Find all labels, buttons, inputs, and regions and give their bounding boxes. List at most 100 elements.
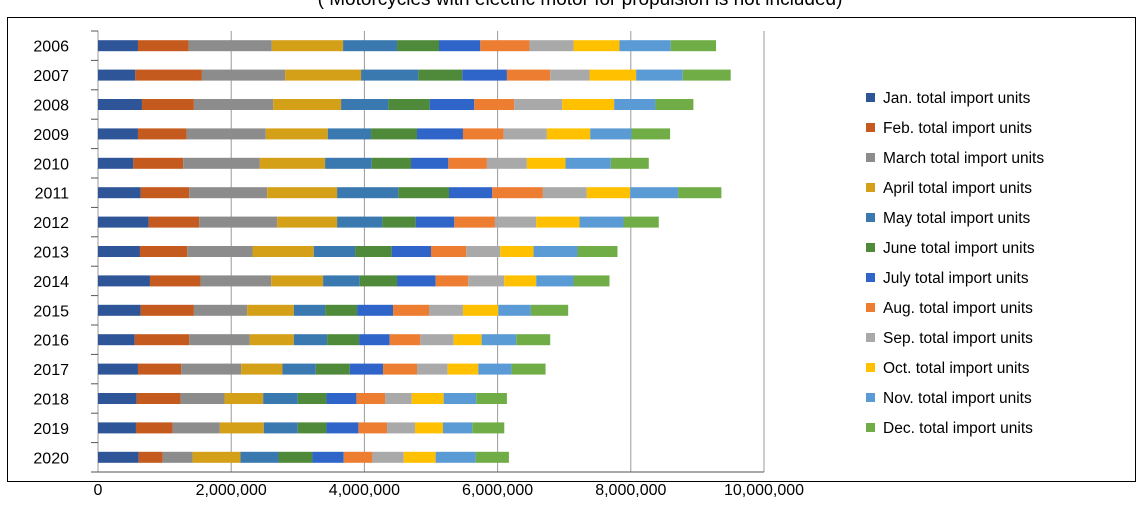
bar-segment <box>193 99 274 110</box>
bar-segment <box>312 451 344 463</box>
bar-segment <box>514 99 563 110</box>
bar-segment <box>481 334 517 346</box>
bar-segment <box>98 275 150 287</box>
bar-segment <box>372 451 404 463</box>
bar-segment <box>189 187 268 199</box>
bar-segment <box>589 69 637 81</box>
bar-segment <box>431 246 467 257</box>
legend-label: Feb. total import units <box>883 120 1032 137</box>
chart-frame <box>7 17 1136 482</box>
bar-segment <box>98 99 142 110</box>
bar-segment <box>349 363 384 375</box>
bar-segment <box>462 304 499 316</box>
bar-segment <box>278 451 313 463</box>
y-tick-label: 2019 <box>33 421 69 438</box>
bar-segment <box>189 334 250 346</box>
legend-swatch <box>866 123 875 132</box>
legend-label: April total import units <box>883 180 1032 197</box>
bar-segment <box>135 69 202 81</box>
bar-segment <box>447 363 479 375</box>
bar-segment <box>417 363 448 375</box>
bar-segment <box>140 304 194 316</box>
bar-segment <box>655 99 694 110</box>
y-tick-label: 2016 <box>33 333 69 350</box>
bar-segment <box>494 216 537 228</box>
bar-segment <box>136 393 181 404</box>
bar-segment <box>139 246 188 257</box>
bar-segment <box>186 128 266 140</box>
bar-segment <box>586 187 631 199</box>
y-tick-label: 2012 <box>33 215 69 232</box>
y-tick-label: 2006 <box>33 39 69 56</box>
bar-segment <box>389 334 421 346</box>
bar-segment <box>636 69 683 81</box>
legend-swatch <box>866 273 875 282</box>
bar-segment <box>219 422 264 434</box>
x-tick-label: 10,000,000 <box>724 482 804 499</box>
legend-swatch <box>866 153 875 162</box>
bar-segment <box>573 275 610 287</box>
x-tick-label: 0 <box>94 482 103 499</box>
bar-segment <box>682 69 731 81</box>
bar-segment <box>462 69 507 81</box>
bar-segment <box>359 334 390 346</box>
bar-segment <box>503 128 547 140</box>
bar-segment <box>387 422 416 434</box>
bar-segment <box>356 393 386 404</box>
bar-segment <box>138 451 163 463</box>
bar-segment <box>562 99 615 110</box>
bar-segment <box>397 40 439 52</box>
bar-segment <box>181 363 242 375</box>
bar-segment <box>98 451 139 463</box>
bar-segment <box>137 363 182 375</box>
legend-swatch <box>866 243 875 252</box>
bar-segment <box>359 275 398 287</box>
bar-segment <box>98 246 140 257</box>
bar-segment <box>172 422 220 434</box>
bar-segment <box>282 363 316 375</box>
bar-segment <box>355 246 392 257</box>
bar-segment <box>259 157 326 169</box>
bar-segment <box>293 304 326 316</box>
bar-segment <box>188 40 272 52</box>
bar-segment <box>506 69 551 81</box>
bar-segment <box>530 304 569 316</box>
bar-segment <box>678 187 722 199</box>
y-tick-label: 2007 <box>33 68 69 85</box>
bar-segment <box>267 187 338 199</box>
bar-segment <box>454 216 495 228</box>
bar-segment <box>271 40 344 52</box>
bar-segment <box>224 393 264 404</box>
bar-segment <box>546 128 591 140</box>
bar-segment <box>141 99 194 110</box>
bar-segment <box>429 304 463 316</box>
bar-segment <box>180 393 225 404</box>
bar-segment <box>133 157 184 169</box>
bar-segment <box>358 422 388 434</box>
bar-segment <box>98 216 149 228</box>
legend: Jan. total import units Feb. total import… <box>866 90 1044 437</box>
legend-swatch <box>866 393 875 402</box>
bar-segment <box>325 157 372 169</box>
legend-label: Oct. total import units <box>883 360 1030 377</box>
bar-segment <box>418 69 463 81</box>
bar-segment <box>343 451 373 463</box>
legend-label: March total import units <box>883 150 1044 167</box>
bar-segment <box>623 216 659 228</box>
legend-swatch <box>866 303 875 312</box>
bar-segment <box>98 363 138 375</box>
bar-segment <box>315 363 350 375</box>
bar-segment <box>443 393 477 404</box>
bar-segment <box>383 363 418 375</box>
bar-segment <box>200 275 272 287</box>
legend-label: July total import units <box>883 270 1029 287</box>
bar-segment <box>619 40 671 52</box>
bar-segment <box>382 216 416 228</box>
bar-segment <box>573 40 620 52</box>
bar-segment <box>397 275 436 287</box>
bars-layer <box>98 40 731 463</box>
bar-segment <box>193 304 248 316</box>
y-tick-label: 2017 <box>33 362 69 379</box>
bar-segment <box>453 334 482 346</box>
bar-segment <box>500 246 534 257</box>
